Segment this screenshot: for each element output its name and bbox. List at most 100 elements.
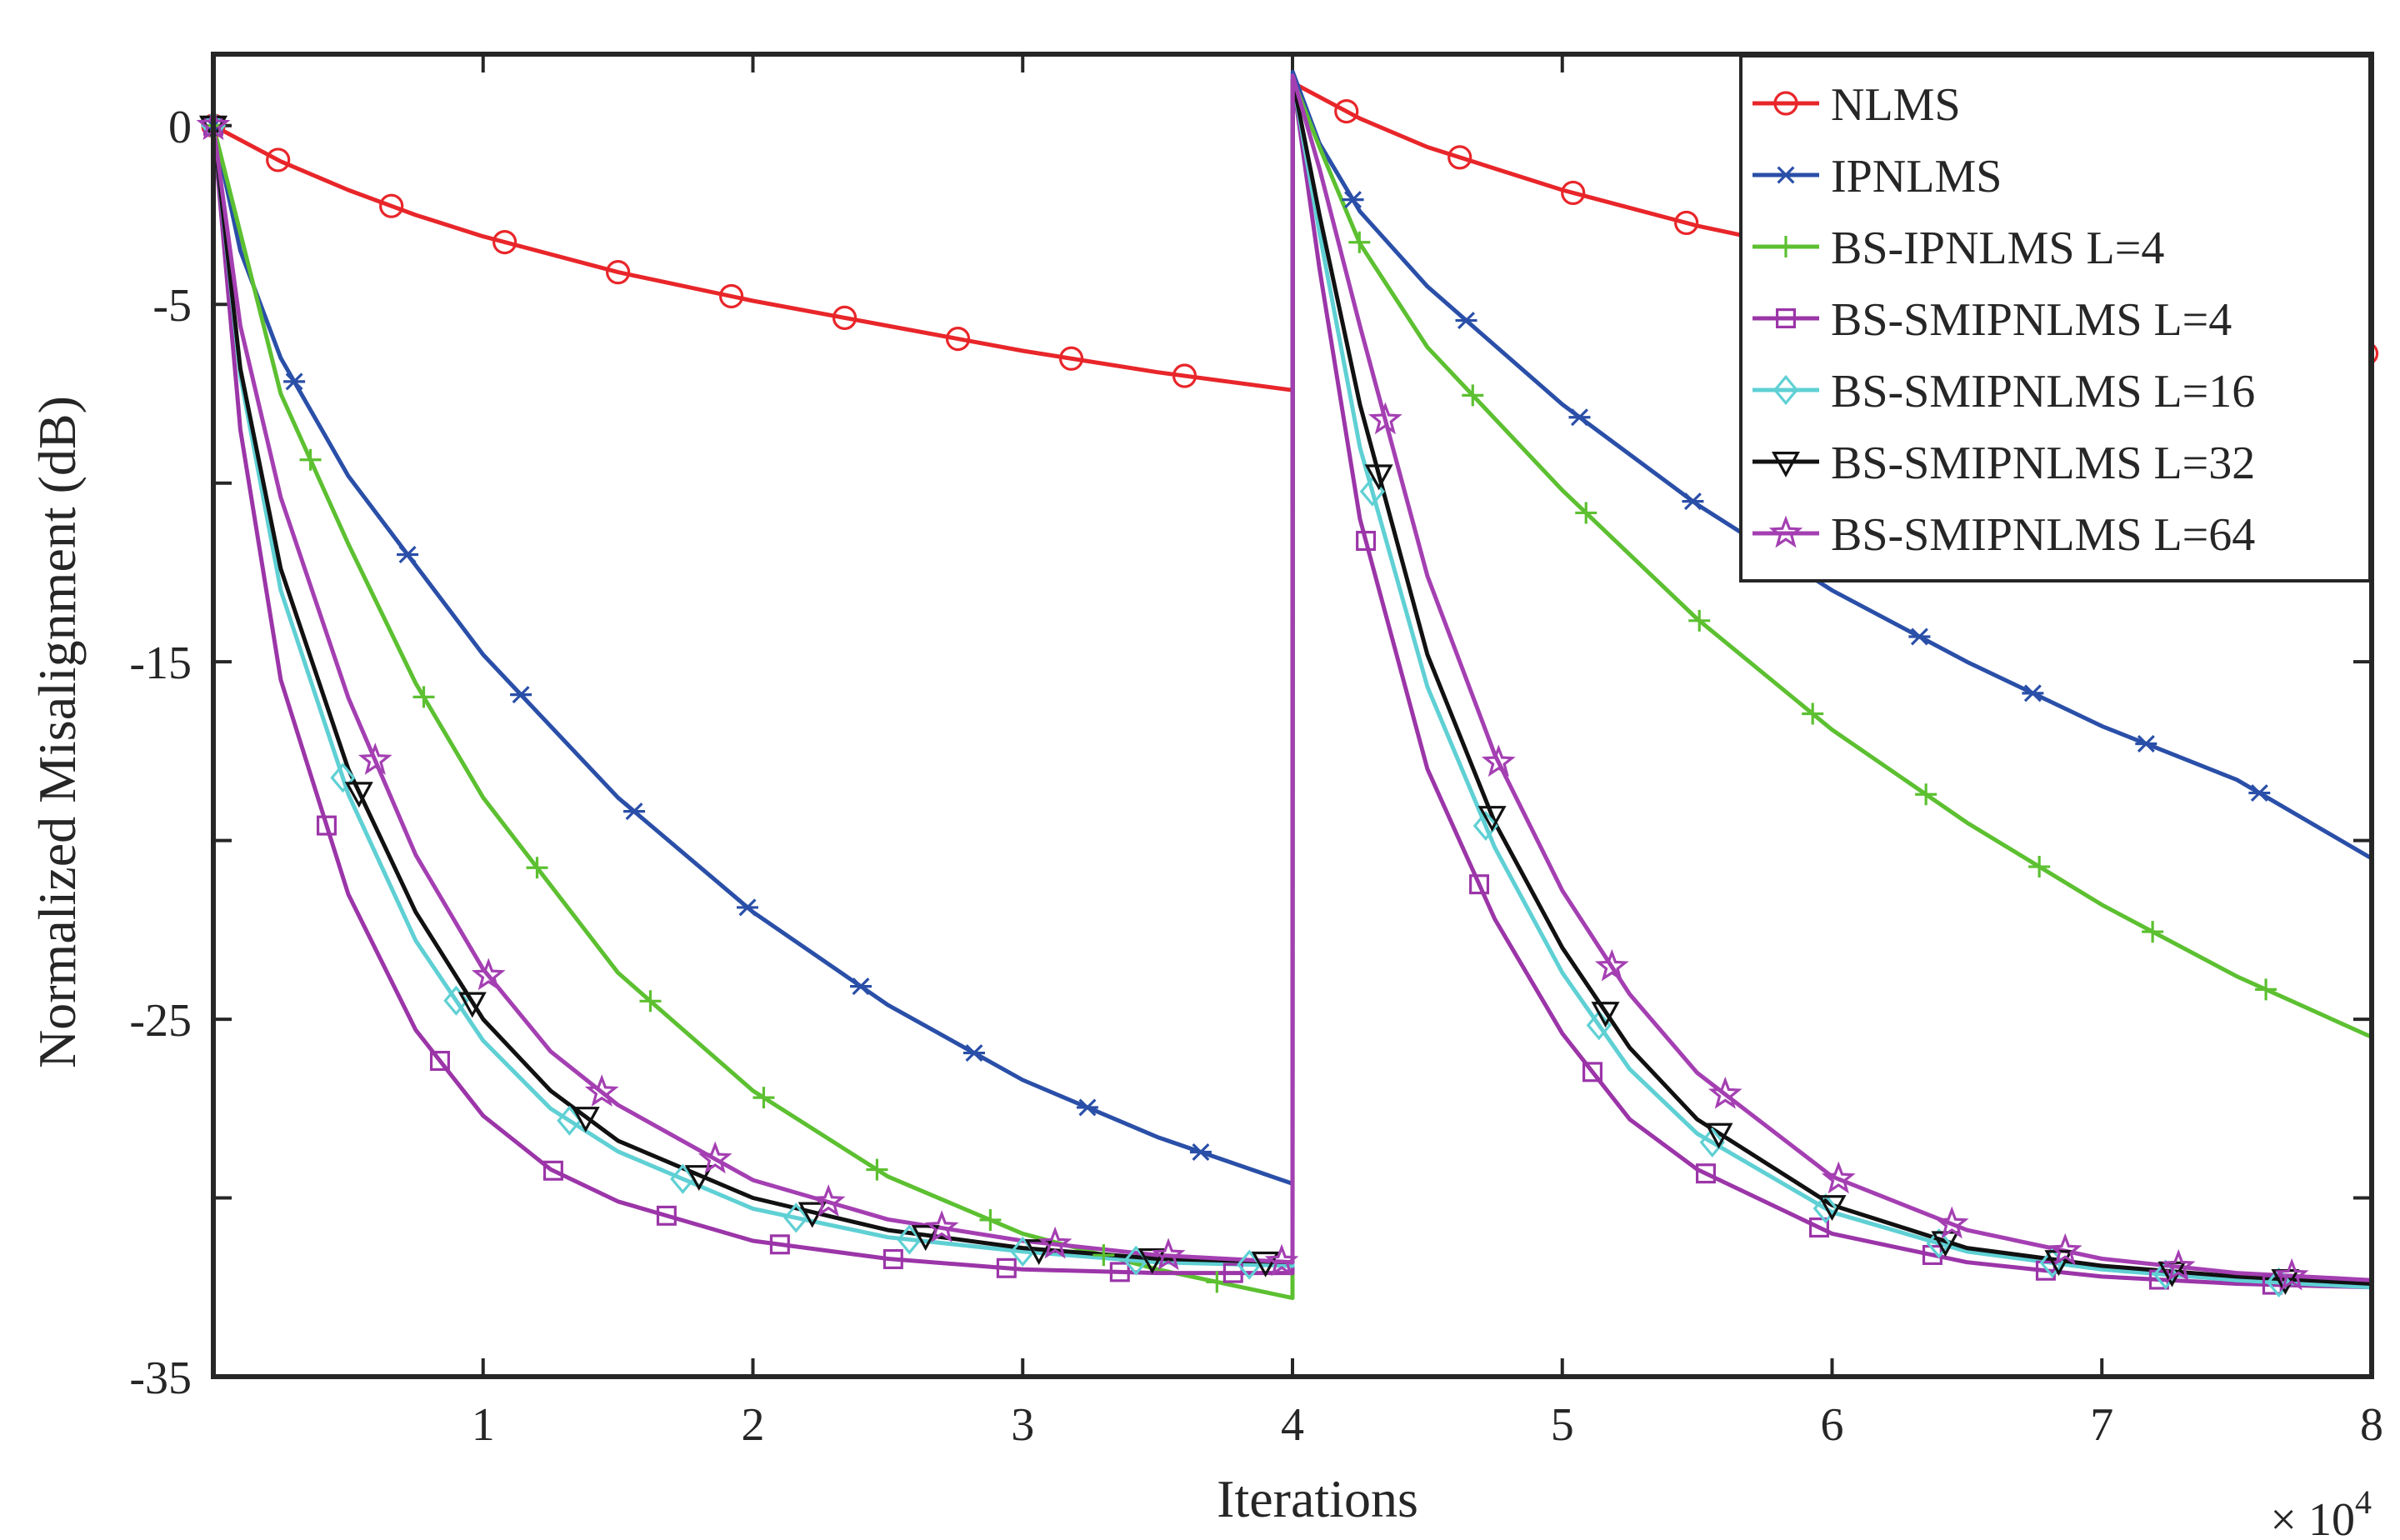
data-point-marker <box>510 686 532 704</box>
x-tick-label: 2 <box>742 1399 765 1451</box>
data-point-marker <box>358 742 392 775</box>
data-point-marker <box>1768 515 1803 548</box>
legend-entry-label: NLMS <box>1831 79 1961 131</box>
data-point-marker <box>458 992 487 1018</box>
x-axis-exponent: × 104 <box>2270 1483 2372 1540</box>
legend: NLMS IPNLMS BS-IPNLMS L=4 BS-SMIPNLMS L=4 BS… <box>1739 54 2372 582</box>
data-point-marker <box>1448 145 1472 170</box>
x-tick-label: 4 <box>1281 1399 1304 1451</box>
data-point-marker <box>962 1044 985 1062</box>
data-point-marker <box>412 686 435 708</box>
data-point-marker <box>2022 684 2044 702</box>
legend-entry-label: BS-SMIPNLMS L=4 <box>1831 294 2232 346</box>
data-point-marker <box>330 762 356 793</box>
x-tick-label: 3 <box>1011 1399 1034 1451</box>
data-point-marker <box>897 1224 922 1255</box>
legend-entry-label: BS-IPNLMS L=4 <box>1831 222 2164 274</box>
data-point-marker <box>1708 1076 1742 1109</box>
data-point-marker <box>1704 1122 1733 1149</box>
data-point-marker <box>283 372 306 391</box>
x-tick-label: 8 <box>2360 1399 2383 1451</box>
y-tick-label: -5 <box>152 280 192 332</box>
y-tick-label: -35 <box>129 1352 192 1404</box>
x-axis-exponent-base: × 10 <box>2270 1494 2355 1540</box>
data-point-marker <box>1172 363 1198 388</box>
data-point-marker <box>1934 1206 1969 1239</box>
data-point-marker <box>1109 1262 1130 1282</box>
data-point-marker <box>1591 1002 1620 1028</box>
y-tick-label: 0 <box>168 102 192 153</box>
data-point-marker <box>471 958 506 991</box>
data-point-marker <box>1364 464 1393 491</box>
data-point-marker <box>1802 702 1824 725</box>
data-point-marker <box>866 1158 888 1181</box>
data-point-marker <box>1682 492 1704 511</box>
data-point-marker <box>2035 1260 2056 1281</box>
legend-box <box>1739 54 2372 582</box>
data-point-marker <box>2255 978 2278 1001</box>
data-point-marker <box>1462 384 1484 407</box>
data-point-marker <box>945 326 971 352</box>
data-point-marker <box>429 1051 450 1072</box>
data-point-marker <box>1469 874 1490 895</box>
data-point-marker <box>1773 91 1798 116</box>
data-point-marker <box>2135 734 2158 752</box>
x-tick-label: 1 <box>472 1399 495 1451</box>
data-point-marker <box>911 1225 940 1252</box>
data-point-marker <box>1582 1062 1603 1082</box>
data-point-marker <box>1915 783 1938 806</box>
x-tick-label: 6 <box>1821 1399 1844 1451</box>
data-point-marker <box>1808 1218 1829 1238</box>
plot-frame <box>211 52 2374 1379</box>
data-point-marker <box>832 305 858 330</box>
data-point-marker <box>1821 1161 1856 1194</box>
data-point-marker <box>2142 921 2164 943</box>
data-point-marker <box>698 1141 732 1174</box>
data-point-marker <box>1674 210 1699 236</box>
data-point-marker <box>2274 1258 2309 1291</box>
y-axis-title: Normalized Misalignment (dB) <box>28 396 87 1068</box>
data-point-marker <box>1342 191 1364 209</box>
data-point-marker <box>379 193 404 218</box>
data-point-marker <box>2028 856 2051 878</box>
series-line <box>211 73 2372 1282</box>
data-point-marker <box>924 1210 959 1242</box>
data-point-marker <box>1776 308 1797 329</box>
data-point-marker <box>1812 1193 1838 1224</box>
data-point-marker <box>2048 1232 2082 1266</box>
data-point-marker <box>1561 180 1586 206</box>
data-point-marker <box>1772 374 1799 406</box>
data-point-marker <box>718 283 744 309</box>
data-point-marker <box>811 1184 846 1217</box>
data-point-marker <box>882 1248 903 1269</box>
data-point-marker <box>542 1160 563 1181</box>
data-point-marker <box>557 1105 582 1136</box>
data-point-marker <box>623 802 646 821</box>
data-point-marker <box>1594 948 1629 982</box>
data-point-marker <box>996 1258 1017 1278</box>
data-point-marker <box>1699 1127 1725 1158</box>
data-point-marker <box>571 1107 600 1133</box>
data-point-marker <box>1251 1251 1280 1278</box>
data-point-marker <box>1356 531 1377 552</box>
data-point-marker <box>737 898 759 917</box>
data-point-marker <box>266 148 291 172</box>
data-point-marker <box>606 260 631 285</box>
data-point-marker <box>1189 1142 1212 1161</box>
data-point-marker <box>752 1087 775 1109</box>
data-point-marker <box>1575 502 1598 524</box>
data-point-marker <box>1151 1238 1186 1271</box>
data-point-marker <box>1264 1243 1299 1277</box>
data-point-marker <box>2039 1248 2065 1278</box>
data-point-marker <box>397 545 419 563</box>
series-line <box>211 77 2373 1301</box>
data-point-marker <box>1771 451 1801 478</box>
data-point-marker <box>639 990 662 1012</box>
legend-entry-label: IPNLMS <box>1831 151 2002 202</box>
data-point-marker <box>1138 1248 1167 1274</box>
data-point-marker <box>1775 236 1797 258</box>
data-point-marker <box>2161 1248 2196 1282</box>
data-point-marker <box>1481 744 1516 778</box>
data-point-marker <box>670 1163 696 1194</box>
data-point-marker <box>492 230 518 255</box>
